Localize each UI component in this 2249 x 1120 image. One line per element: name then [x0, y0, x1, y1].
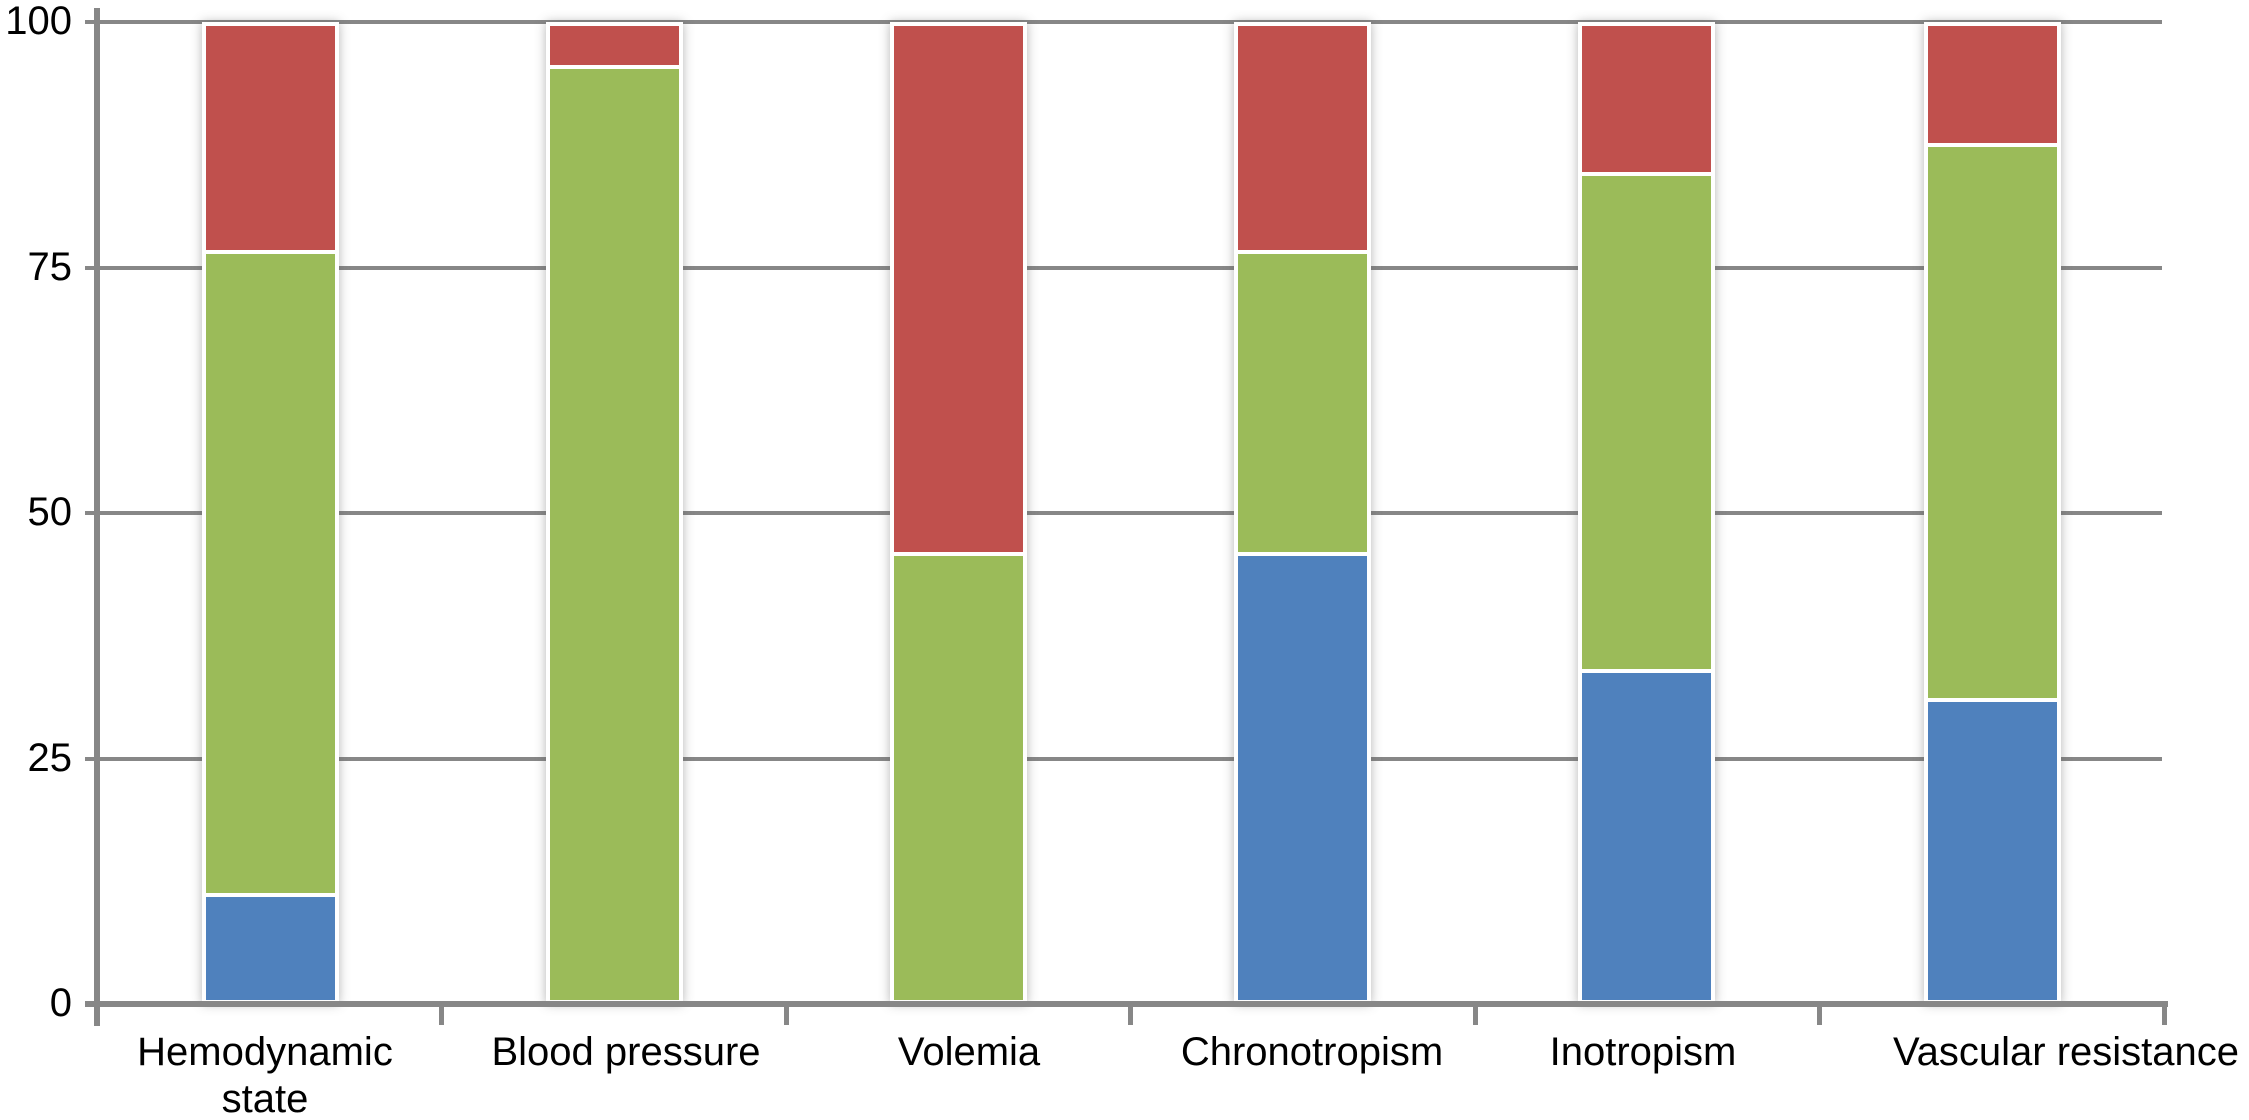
bar-segment-blue-bottom-segment [1581, 668, 1711, 1000]
y-axis-tick-label-100: 100 [5, 0, 72, 44]
gridline-100 [85, 20, 2162, 24]
bar-segment-green-middle-segment [1581, 172, 1711, 669]
gridline-25 [85, 756, 2162, 761]
x-axis-tick-2 [783, 1004, 789, 1025]
bar-segment-green-middle-segment [1237, 250, 1367, 552]
bar-segment-red-top-segment [205, 26, 335, 251]
bar-segment-red-top-segment [1237, 26, 1367, 251]
y-axis-tick-label-25: 25 [27, 735, 73, 780]
y-axis-tick-label-0: 0 [49, 981, 72, 1026]
bar-volemia [889, 22, 1027, 1004]
bar-segment-blue-bottom-segment [205, 892, 335, 1000]
gridline-75 [85, 265, 2162, 270]
bar-inotropism [1577, 22, 1715, 1004]
y-axis-line [94, 8, 100, 1026]
bar-segment-green-middle-segment [893, 551, 1023, 1000]
x-axis-tick-1 [439, 1004, 445, 1025]
bar-segment-green-middle-segment [1927, 142, 2057, 699]
bar-chronotropism [1233, 22, 1371, 1004]
bar-segment-green-middle-segment [549, 64, 679, 1000]
bar-segment-blue-bottom-segment [1927, 698, 2057, 1000]
x-axis-tick-6 [2162, 1004, 2167, 1025]
bar-segment-red-top-segment [1581, 26, 1711, 173]
category-label-hemodynamic-state: Hemodynamic state [137, 1030, 393, 1120]
x-axis-tick-4 [1472, 1004, 1478, 1025]
x-axis-tick-5 [1817, 1004, 1823, 1025]
category-label-vascular-resistance: Vascular resistance [1892, 1030, 2240, 1074]
y-axis-tick-label-75: 75 [27, 244, 73, 289]
y-axis-tick-label-50: 50 [27, 490, 73, 535]
bar-segment-blue-bottom-segment [1237, 551, 1367, 1000]
bar-blood-pressure [545, 22, 683, 1004]
bar-hemodynamic-state [201, 22, 339, 1004]
category-label-blood-pressure: Blood pressure [491, 1030, 761, 1074]
bar-segment-green-middle-segment [205, 250, 335, 893]
bar-segment-red-top-segment [1927, 26, 2057, 143]
bar-segment-red-top-segment [549, 26, 679, 65]
x-axis-tick-0 [94, 1004, 100, 1025]
bar-segment-red-top-segment [893, 26, 1023, 552]
category-label-chronotropism: Chronotropism [1180, 1030, 1444, 1074]
x-axis-line [85, 1001, 2168, 1007]
bar-vascular-resistance [1923, 22, 2061, 1004]
x-axis-tick-3 [1128, 1004, 1134, 1025]
gridline-50 [85, 511, 2162, 515]
category-label-volemia: Volemia [897, 1030, 1041, 1074]
category-label-inotropism: Inotropism [1549, 1030, 1737, 1074]
